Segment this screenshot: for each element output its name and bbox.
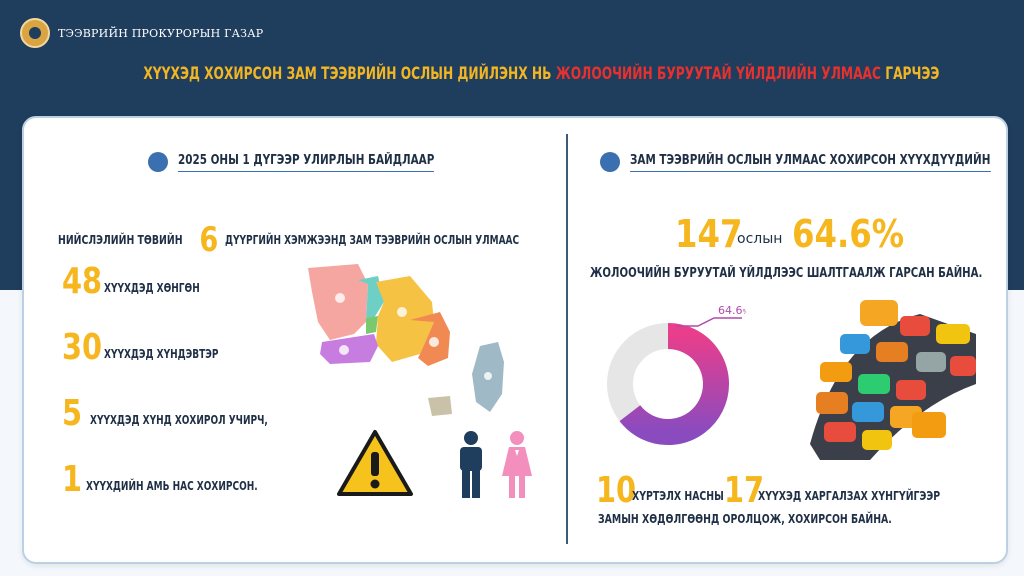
warning-icon (337, 430, 413, 496)
district-map-icon (308, 264, 504, 416)
accidents-stat: 147 ослын 64.6% (675, 212, 924, 256)
bullet-dot-icon (600, 152, 620, 172)
org-header: ТЭЭВРИЙН ПРОКУРОРЫН ГАЗАР (20, 18, 263, 48)
age-text: ХҮРТЭЛХ НАСНЫ (632, 488, 724, 503)
stat-label: ХҮҮХДИЙН АМЬ НАС ХОХИРСОН. (86, 479, 258, 493)
closing-row: ЗАМЫН ХӨДӨЛГӨӨНД ОРОЛЦОЖ, ХОХИРСОН БАЙНА… (598, 510, 975, 528)
stat-row-severe: 5 ХҮҮХДЭД ХҮНД ХОХИРОЛ УЧИРЧ, (62, 396, 327, 432)
org-name: ТЭЭВРИЙН ПРОКУРОРЫН ГАЗАР (58, 26, 264, 40)
traffic-jam-illustration (810, 300, 976, 460)
left-intro: НИЙСЛЭЛИЙН ТӨВИЙН 6 ДҮҮРГИЙН ХЭМЖЭЭНД ЗА… (58, 220, 617, 260)
title-part-2: ЖОЛООЧИЙН БУРУУТАЙ ҮЙЛДЛИЙН УЛМААС (555, 64, 882, 84)
left-section-title: 2025 ОНЫ 1 ДҮГЭЭР УЛИРЛЫН БАЙДЛААР (178, 153, 435, 172)
stat-row-serious: 30 ХҮҮХДЭД ХҮНДЭВТЭР (62, 330, 257, 366)
stat-value: 1 (62, 459, 83, 500)
stat-value: 5 (62, 393, 83, 434)
stat-value: 30 (62, 327, 103, 368)
right-section-title: ЗАМ ТЭЭВРИЙН ОСЛЫН УЛМААС ХОХИРСОН ХҮҮХД… (630, 153, 991, 172)
intro-before: НИЙСЛЭЛИЙН ТӨВИЙН (58, 233, 183, 247)
donut-chart: 64.6% (607, 304, 746, 445)
districts-count: 6 (199, 220, 219, 260)
children-text: ХҮҮХЭД ХАРГАЛЗАХ ХҮНГҮЙГЭЭР (758, 488, 941, 503)
accidents-word: ослын (737, 231, 783, 247)
age-limit: 10 (596, 470, 637, 511)
stat-value: 48 (62, 261, 103, 302)
children-count: 17 (724, 470, 765, 511)
accidents-count: 147 (675, 212, 743, 256)
boy-icon (460, 431, 482, 498)
stat-label: ХҮҮХДЭД ХӨНГӨН (104, 281, 200, 295)
bullet-dot-icon (148, 152, 168, 172)
donut-value-arc (619, 323, 729, 445)
donut-label: 64.6% (718, 304, 746, 317)
age-stat-row: 10 ХҮРТЭЛХ НАСНЫ 17 ХҮҮХЭД ХАРГАЛЗАХ ХҮН… (596, 470, 991, 511)
girl-icon (502, 431, 532, 498)
stat-label: ХҮҮХДЭД ХҮНД ХОХИРОЛ УЧИРЧ, (90, 413, 268, 427)
right-section-header: ЗАМ ТЭЭВРИЙН ОСЛЫН УЛМААС ХОХИРСОН ХҮҮХД… (600, 152, 1024, 172)
percent-value: 64.6% (792, 212, 905, 256)
stat-label: ХҮҮХДЭД ХҮНДЭВТЭР (104, 347, 219, 361)
stat-row-light: 48 ХҮҮХДЭД ХӨНГӨН (62, 264, 232, 300)
left-section-header: 2025 ОНЫ 1 ДҮГЭЭР УЛИРЛЫН БАЙДЛААР (148, 152, 498, 172)
title-part-1: ХҮҮХЭД ХОХИРСОН ЗАМ ТЭЭВРИЙН ОСЛЫН ДИЙЛЭ… (143, 64, 556, 84)
donut-leader-line (676, 317, 742, 327)
closing-text: ЗАМЫН ХӨДӨЛГӨӨНД ОРОЛЦОЖ, ХОХИРСОН БАЙНА… (598, 512, 892, 526)
emblem-icon (20, 18, 50, 48)
main-title: ХҮҮХЭД ХОХИРСОН ЗАМ ТЭЭВРИЙН ОСЛЫН ДИЙЛЭ… (143, 64, 939, 84)
cause-text-row: ЖОЛООЧИЙН БУРУУТАЙ ҮЙЛДЛЭЭС ШАЛТГААЛЖ ГА… (590, 264, 1024, 282)
title-part-3: ГАРЧЭЭ (881, 64, 940, 84)
section-divider (566, 134, 568, 544)
cause-text: ЖОЛООЧИЙН БУРУУТАЙ ҮЙЛДЛЭЭС ШАЛТГААЛЖ ГА… (590, 266, 983, 281)
stat-row-fatal: 1 ХҮҮХДИЙН АМЬ НАС ХОХИРСОН. (62, 462, 315, 498)
intro-after: ДҮҮРГИЙН ХЭМЖЭЭНД ЗАМ ТЭЭВРИЙН ОСЛЫН УЛМ… (224, 233, 519, 247)
